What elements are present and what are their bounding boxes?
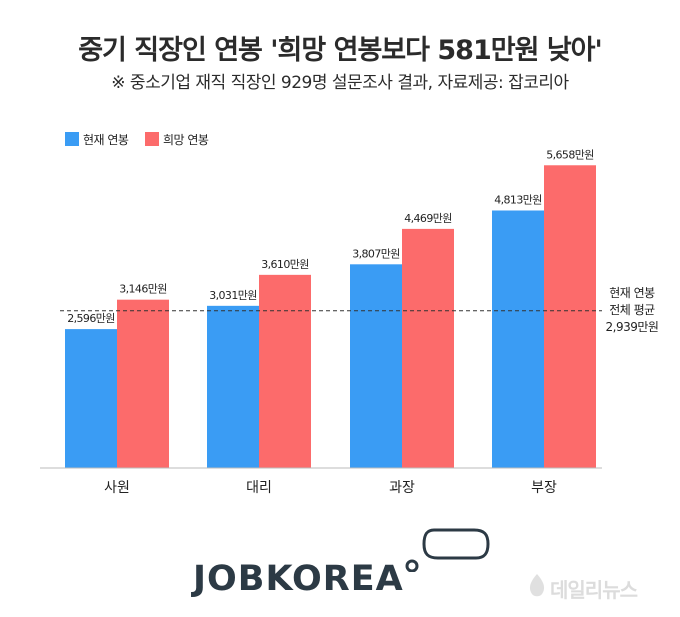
- bar-value-label: 2,596만원: [67, 312, 115, 325]
- bar: [492, 210, 544, 468]
- chart-subtitle: ※ 중소기업 재직 직장인 929명 설문조사 결과, 자료제공: 잡코리아: [111, 73, 569, 93]
- category-label: 대리: [246, 480, 272, 496]
- legend-swatch: [145, 132, 159, 146]
- bar: [544, 165, 596, 468]
- legend-swatch: [65, 132, 79, 146]
- legend-label: 희망 연봉: [163, 133, 209, 147]
- bar-value-label: 3,610만원: [261, 258, 309, 271]
- jobkorea-logo: JOBKOREA: [193, 559, 404, 599]
- reference-line-label: 전체 평균: [609, 303, 655, 317]
- bar-value-label: 3,807만원: [352, 247, 400, 260]
- reference-line-label: 2,939만원: [606, 320, 659, 334]
- category-label: 부장: [531, 480, 557, 496]
- bar: [350, 264, 402, 468]
- bar-value-label: 3,146만원: [119, 283, 167, 296]
- bar: [117, 299, 169, 468]
- category-label: 과장: [389, 480, 415, 496]
- watermark-leaf-icon: [529, 574, 545, 597]
- reference-line-label: 현재 연봉: [609, 286, 655, 300]
- bar-value-label: 4,469만원: [404, 212, 452, 225]
- bar: [207, 305, 259, 468]
- bar: [65, 329, 117, 468]
- logo-bubble-icon: [405, 528, 490, 572]
- watermark-text: 데일리뉴스: [550, 578, 638, 602]
- bar: [402, 228, 454, 468]
- bar-value-label: 5,658만원: [546, 148, 594, 161]
- bar: [259, 274, 311, 468]
- category-label: 사원: [104, 480, 130, 496]
- bar-value-label: 3,031만원: [209, 289, 257, 302]
- chart-title: 중기 직장인 연봉 '희망 연봉보다 581만원 낮아': [78, 35, 603, 66]
- bar-value-label: 4,813만원: [494, 193, 542, 206]
- legend-label: 현재 연봉: [83, 133, 129, 147]
